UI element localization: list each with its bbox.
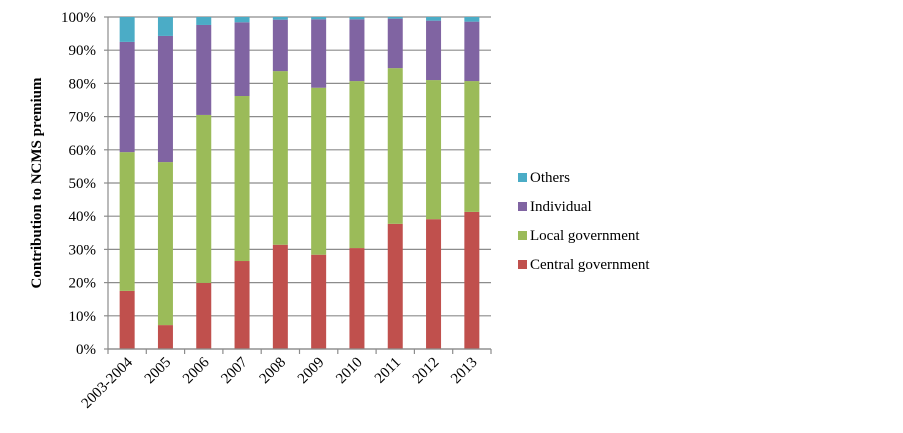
- y-tick-label: 100%: [61, 10, 96, 26]
- legend-label: Local government: [530, 228, 640, 244]
- bar-segment-individual: [119, 41, 135, 153]
- bar-segment-individual: [349, 19, 365, 82]
- legend-swatch: [518, 260, 527, 269]
- bar-segment-others: [196, 17, 212, 25]
- bar-segment-individual: [157, 35, 173, 163]
- bar-segment-individual: [196, 24, 212, 115]
- bar-segment-individual: [387, 18, 403, 69]
- bar-segment-local-government: [119, 152, 135, 291]
- y-tick-label: 0%: [76, 342, 96, 358]
- bar-segment-central-government: [387, 223, 403, 349]
- bar-segment-individual: [272, 19, 288, 72]
- y-axis-label: Contribution to NCMS premium: [29, 77, 45, 288]
- bar-segment-others: [157, 17, 173, 36]
- legend-label: Others: [530, 170, 570, 186]
- bar-segment-central-government: [196, 282, 212, 349]
- bar-segment-central-government: [234, 261, 250, 349]
- legend-swatch: [518, 231, 527, 240]
- legend: Others Individual Local government Central …: [518, 170, 650, 273]
- y-tick-label: 60%: [69, 143, 97, 159]
- x-tick-label: 2003-2004: [79, 354, 137, 412]
- bar-segment-central-government: [272, 244, 288, 349]
- bar-segment-local-government: [426, 80, 442, 220]
- legend-swatch: [518, 173, 527, 182]
- bar-segment-others: [349, 17, 365, 20]
- bar-segment-others: [119, 17, 135, 42]
- bar-segment-local-government: [196, 114, 212, 283]
- bar-segment-others: [234, 17, 250, 23]
- bar-segment-others: [426, 17, 442, 21]
- y-tick-label: 40%: [69, 209, 97, 225]
- bar-segment-local-government: [157, 162, 173, 326]
- y-tick-labels: 0% 10% 20% 30% 40% 50% 60% 70% 80% 90% 100%: [61, 10, 96, 358]
- x-tick-label: 2010: [333, 355, 366, 388]
- bar-segment-individual: [234, 22, 250, 97]
- y-tick-label: 30%: [69, 242, 97, 258]
- bar-segment-central-government: [426, 219, 442, 349]
- legend-label: Individual: [530, 199, 592, 215]
- bar-segment-local-government: [387, 68, 403, 224]
- bars: [119, 17, 480, 349]
- bar-segment-individual: [464, 21, 480, 82]
- x-tick-label: 2008: [257, 355, 290, 388]
- bar-segment-local-government: [234, 96, 250, 262]
- x-tick-label: 2012: [410, 355, 443, 388]
- bar-segment-others: [387, 17, 403, 19]
- bar-segment-individual: [311, 19, 327, 88]
- bar-segment-local-government: [464, 81, 480, 212]
- x-tick-label: 2013: [448, 355, 481, 388]
- bar-segment-local-government: [272, 71, 288, 245]
- y-tick-label: 20%: [69, 276, 97, 292]
- bar-segment-central-government: [464, 211, 480, 349]
- x-tick-label: 2006: [180, 354, 213, 387]
- x-tick-label: 2007: [218, 354, 251, 387]
- bar-segment-central-government: [157, 325, 173, 349]
- x-tick-label: 2005: [142, 355, 175, 388]
- legend-label: Central government: [530, 257, 650, 273]
- bar-segment-central-government: [119, 290, 135, 349]
- x-tick-label: 2009: [295, 355, 328, 388]
- bar-segment-central-government: [349, 248, 365, 349]
- y-tick-label: 50%: [69, 176, 97, 192]
- bar-segment-local-government: [349, 81, 365, 249]
- bar-segment-local-government: [311, 87, 327, 255]
- bar-segment-central-government: [311, 254, 327, 349]
- axes: [104, 16, 492, 354]
- x-tick-label: 2011: [372, 355, 404, 387]
- bar-segment-others: [311, 17, 327, 20]
- bar-segment-others: [464, 17, 480, 22]
- y-tick-label: 80%: [69, 76, 97, 92]
- y-tick-label: 10%: [69, 309, 97, 325]
- legend-swatch: [518, 202, 527, 211]
- y-tick-label: 70%: [69, 110, 97, 126]
- bar-segment-individual: [426, 20, 442, 81]
- y-tick-label: 90%: [69, 43, 97, 59]
- bar-segment-others: [272, 17, 288, 20]
- x-tick-labels: 2003-2004 2005 2006 2007 2008 2009 2010 2011 201…: [79, 354, 481, 412]
